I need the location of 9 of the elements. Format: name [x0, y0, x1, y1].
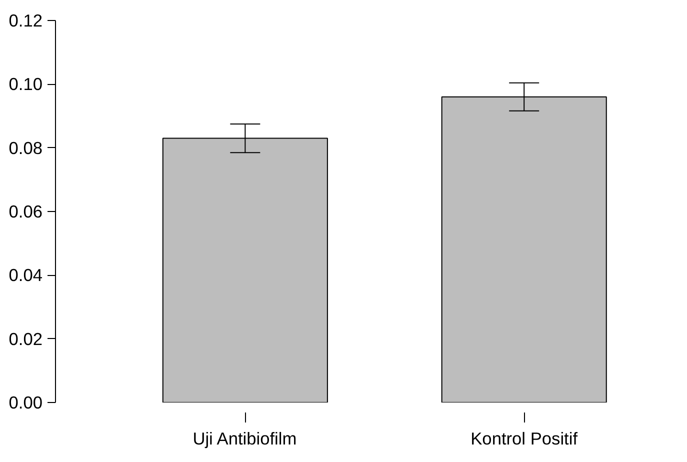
y-tick-label: 0.10: [8, 74, 43, 94]
y-tick-label: 0.02: [8, 328, 43, 349]
y-tick-label: 0.08: [8, 138, 43, 158]
y-tick-label: 0.04: [8, 265, 43, 286]
y-tick-label: 0.12: [8, 10, 43, 30]
x-tick-label: Uji Antibiofilm: [192, 428, 297, 448]
y-tick-label: 0.06: [8, 202, 43, 222]
y-tick-label: 0.00: [8, 392, 43, 412]
x-tick-label: Kontrol Positif: [470, 428, 578, 448]
